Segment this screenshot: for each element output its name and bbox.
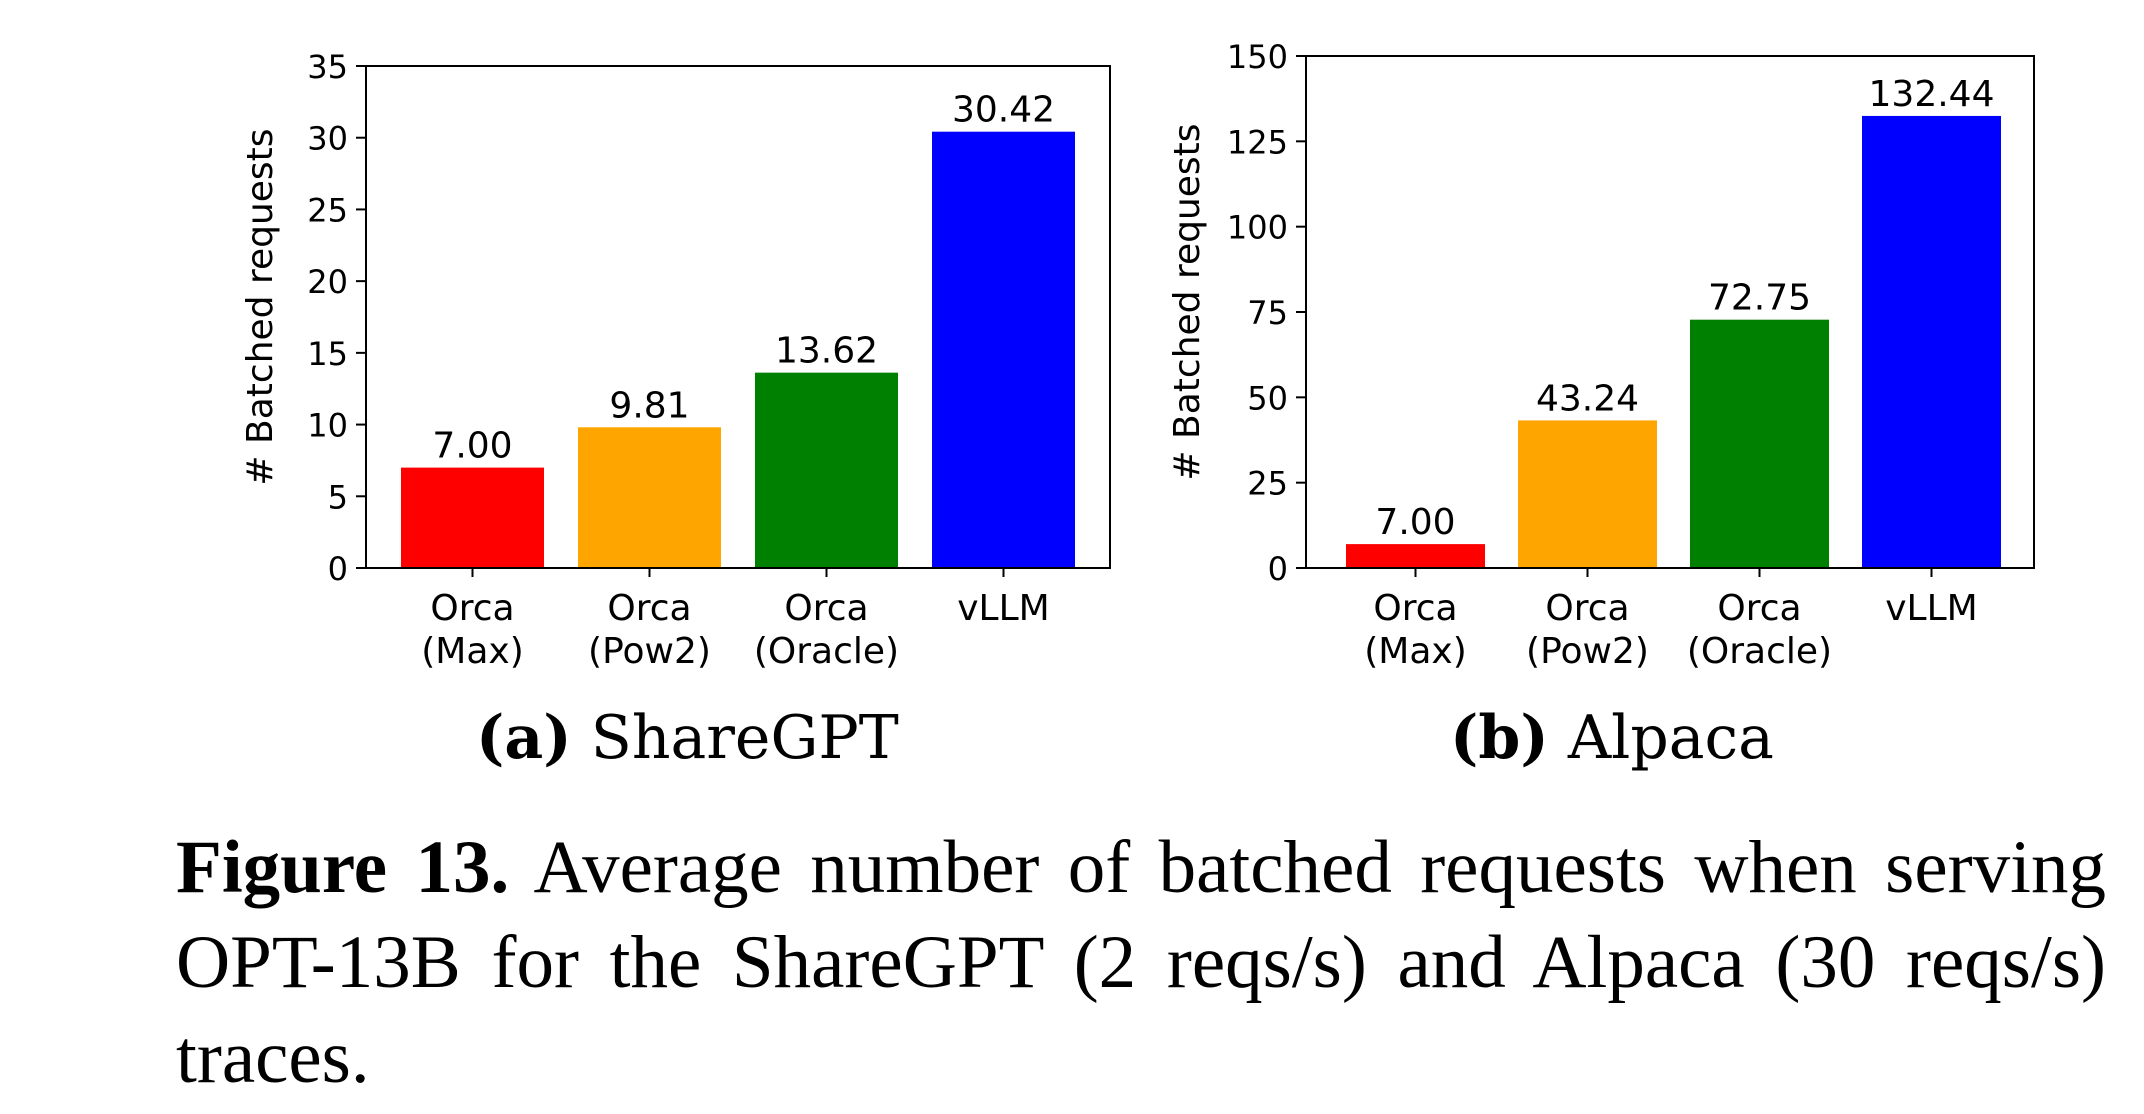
subcaption-letter: (b) xyxy=(1450,703,1549,773)
bar xyxy=(1862,115,2001,568)
x-tick-label: (Pow2) xyxy=(1526,631,1649,672)
bar xyxy=(1518,420,1657,568)
figure-caption: Figure 13. Average number of batched req… xyxy=(176,820,2106,1105)
y-tick-label: 75 xyxy=(1247,294,1288,332)
y-tick-label: 20 xyxy=(307,263,348,301)
bar-value-label: 7.00 xyxy=(432,426,512,467)
x-tick-label: (Max) xyxy=(421,631,524,672)
caption-text: Average number of batched requests when … xyxy=(176,826,2106,1099)
y-tick-label: 0 xyxy=(328,550,348,588)
y-axis-label: # Batched requests xyxy=(240,128,281,485)
bar-value-label: 9.81 xyxy=(609,385,689,426)
x-tick-label: Orca xyxy=(1373,588,1457,629)
y-tick-label: 0 xyxy=(1268,550,1288,588)
x-tick-label: (Pow2) xyxy=(588,631,711,672)
bar xyxy=(932,131,1075,568)
y-tick-label: 150 xyxy=(1227,38,1288,76)
x-tick-label: Orca xyxy=(1545,588,1629,629)
subcaption-letter: (a) xyxy=(476,703,572,773)
bar xyxy=(1346,544,1485,568)
y-tick-label: 30 xyxy=(307,120,348,158)
y-tick-label: 25 xyxy=(1247,465,1288,503)
y-tick-label: 35 xyxy=(307,48,348,86)
x-tick-label: Orca xyxy=(784,588,868,629)
x-tick-label: Orca xyxy=(607,588,691,629)
y-tick-label: 100 xyxy=(1227,209,1288,247)
figure-charts: 7.00Orca(Max)9.81Orca(Pow2)13.62Orca(Ora… xyxy=(240,38,2035,672)
x-tick-label: (Max) xyxy=(1364,631,1467,672)
bar xyxy=(755,372,898,568)
chart-sharegpt: 7.00Orca(Max)9.81Orca(Pow2)13.62Orca(Ora… xyxy=(240,48,1111,672)
bar-value-label: 7.00 xyxy=(1375,502,1455,543)
subcaption-name: Alpaca xyxy=(1567,703,1774,773)
plot-frame xyxy=(1305,55,2035,569)
y-tick-label: 10 xyxy=(307,407,348,445)
bar-value-label: 72.75 xyxy=(1708,278,1811,319)
y-axis-label: # Batched requests xyxy=(1167,123,1208,480)
caption-label: Figure 13. xyxy=(176,826,510,909)
bar-value-label: 30.42 xyxy=(952,90,1055,131)
y-tick-label: 50 xyxy=(1247,379,1288,417)
y-tick-label: 5 xyxy=(328,478,348,516)
x-tick-label: (Oracle) xyxy=(754,631,899,672)
y-tick-label: 125 xyxy=(1227,123,1288,161)
x-tick-label: vLLM xyxy=(1885,588,1977,629)
x-tick-label: vLLM xyxy=(957,588,1049,629)
subcaption-alpaca: (b) Alpaca xyxy=(1450,708,1774,768)
bar xyxy=(578,427,721,568)
bar-value-label: 132.44 xyxy=(1869,74,1995,115)
chart-alpaca: 7.00Orca(Max)43.24Orca(Pow2)72.75Orca(Or… xyxy=(1167,38,2035,672)
bar xyxy=(1690,319,1829,568)
x-tick-label: Orca xyxy=(430,588,514,629)
subcaption-sharegpt: (a) ShareGPT xyxy=(476,708,899,768)
bar-value-label: 13.62 xyxy=(775,331,878,372)
subcaption-name: ShareGPT xyxy=(590,703,899,773)
plot-frame xyxy=(365,65,1111,569)
y-tick-label: 25 xyxy=(307,191,348,229)
bar-value-label: 43.24 xyxy=(1536,378,1639,419)
x-tick-label: (Oracle) xyxy=(1687,631,1832,672)
bar xyxy=(401,467,544,568)
y-tick-label: 15 xyxy=(307,335,348,373)
x-tick-label: Orca xyxy=(1717,588,1801,629)
